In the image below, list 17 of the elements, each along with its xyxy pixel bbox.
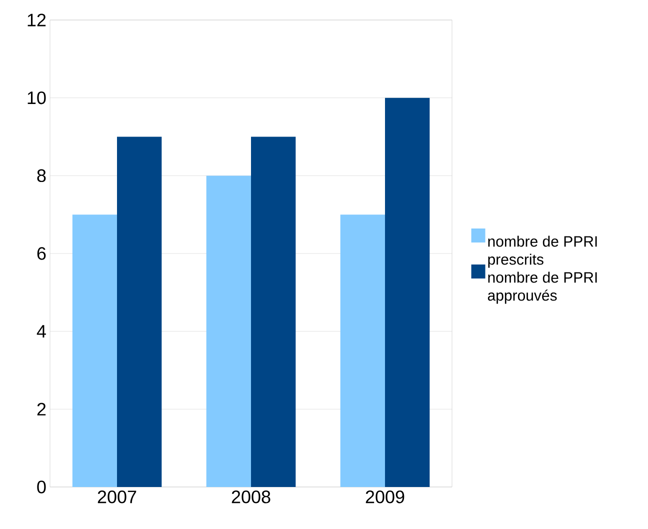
- bar: [72, 214, 118, 487]
- bar: [117, 136, 162, 487]
- y-tick-label: 0: [37, 480, 46, 494]
- y-tick-label: 6: [37, 247, 46, 260]
- y-tick-label: 8: [37, 169, 46, 182]
- y-tick-label: 10: [28, 91, 46, 104]
- y-tick-label: 12: [28, 14, 46, 26]
- y-tick-label: 2: [37, 402, 46, 416]
- bar: [206, 176, 251, 487]
- y-tick-label: 4: [36, 325, 46, 338]
- x-tick-label: 2008: [232, 490, 270, 504]
- x-tick-label: 2007: [98, 490, 136, 504]
- x-tick-label: 2009: [366, 490, 404, 504]
- bar: [340, 214, 386, 487]
- bar: [385, 98, 430, 487]
- bar: [251, 136, 296, 487]
- legend-label: nombre de PPRI approuvés: [488, 272, 597, 304]
